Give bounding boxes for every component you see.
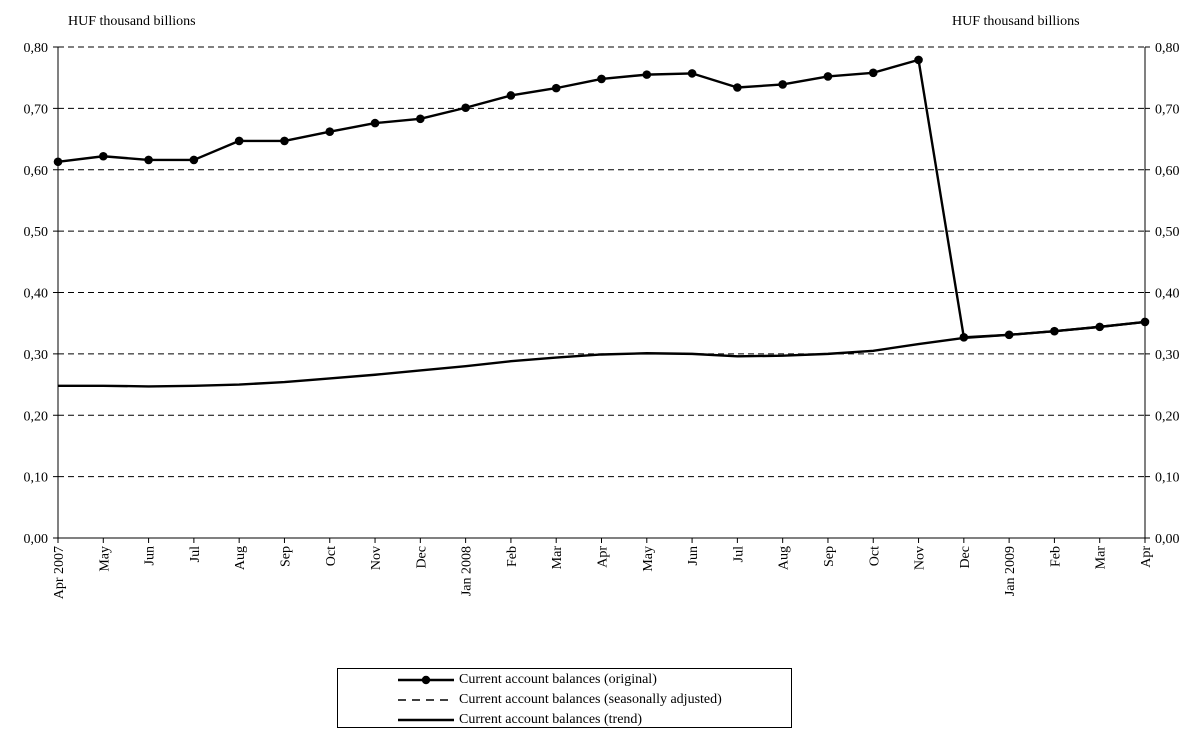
data-point (914, 55, 923, 65)
x-tick-label: Apr 2007 (52, 546, 67, 599)
left-tick-label: 0,60 (24, 164, 49, 179)
series-line (58, 320, 1146, 388)
legend-item-original: Current account balances (original) (338, 669, 791, 691)
x-tick-label: Sep (278, 546, 293, 567)
x-tick-label: May (641, 546, 656, 572)
x-tick-label: Jul (188, 546, 203, 562)
left-tick-label: 0,50 (24, 225, 49, 240)
data-point (325, 127, 335, 136)
series-trend (58, 320, 1146, 388)
data-point (416, 114, 425, 124)
right-tick-label: 0,00 (1155, 532, 1180, 547)
legend-label-trend: Current account balances (trend) (459, 712, 643, 727)
right-tick-label: 0,10 (1155, 471, 1180, 486)
x-tick-label: Jan 2008 (460, 546, 475, 596)
right-tick-label: 0,40 (1155, 287, 1180, 302)
left-tick-label: 0,00 (24, 532, 49, 547)
x-tick-label: Mar (1094, 546, 1109, 570)
data-point (280, 136, 289, 146)
left-axis-ticks: 0,00 0,10 0,20 0,30 0,40 0,50 0,60 0,70 0,80 (24, 41, 58, 547)
x-tick-label: Nov (913, 546, 928, 570)
left-tick-label: 0,70 (24, 102, 49, 117)
x-tick-label: Sep (822, 546, 837, 567)
x-tick-label: Aug (777, 546, 792, 570)
data-point (597, 74, 606, 84)
legend-swatch-trend (398, 718, 454, 722)
left-tick-label: 0,30 (24, 348, 49, 363)
x-tick-label: Dec (414, 546, 429, 569)
data-point (551, 83, 561, 93)
right-tick-label: 0,70 (1155, 102, 1180, 117)
right-tick-label: 0,60 (1155, 164, 1180, 179)
x-tick-label: Dec (958, 546, 973, 569)
left-tick-label: 0,40 (24, 287, 49, 302)
data-point (144, 155, 153, 165)
series-lines (53, 55, 1150, 388)
x-tick-label: Apr (1139, 546, 1154, 568)
left-tick-label: 0,20 (24, 409, 49, 424)
legend-label-original: Current account balances (original) (459, 672, 657, 687)
data-point (53, 157, 63, 167)
right-axis-ticks: 0,00 0,10 0,20 0,30 0,40 0,50 0,60 0,70 0,80 (1145, 41, 1180, 547)
legend-swatch-seasonally-adjusted (398, 699, 454, 701)
x-tick-label: Feb (1048, 546, 1063, 567)
right-tick-label: 0,50 (1155, 225, 1180, 240)
data-point (778, 80, 787, 89)
x-tick-label: May (97, 546, 112, 572)
left-axis-unit-label: HUF thousand billions (68, 14, 196, 29)
series-original (53, 55, 1150, 342)
right-tick-label: 0,20 (1155, 409, 1180, 424)
data-point (461, 103, 470, 113)
legend-swatch-original (398, 675, 454, 685)
right-tick-label: 0,80 (1155, 41, 1180, 56)
legend: Current account balances (original) Curr… (337, 668, 792, 728)
x-axis-ticks: Apr 2007 May Jun Jul Aug Sep Oct Nov Dec Jan 2008… (52, 538, 1154, 599)
left-tick-label: 0,10 (24, 471, 49, 486)
data-point (98, 151, 108, 161)
x-tick-label: Apr (596, 546, 611, 568)
data-point (506, 91, 516, 100)
x-tick-label: Oct (867, 546, 882, 566)
x-tick-label: Jun (143, 546, 158, 565)
x-tick-label: Feb (505, 546, 520, 567)
data-point (642, 70, 652, 79)
left-tick-label: 0,80 (24, 41, 49, 56)
data-point (189, 155, 199, 165)
series-line (57, 58, 1146, 339)
legend-label-seasonally-adjusted: Current account balances (seasonally adj… (459, 692, 722, 707)
data-point (234, 136, 244, 146)
right-axis-unit-label: HUF thousand billions (952, 14, 1080, 29)
data-point (370, 118, 380, 128)
legend-item-seasonally-adjusted: Current account balances (seasonally adj… (338, 689, 791, 711)
legend-item-trend: Current account balances (trend) (338, 709, 791, 731)
x-tick-label: Oct (324, 546, 339, 566)
data-point (687, 69, 697, 78)
data-point (823, 72, 833, 81)
gridlines (58, 46, 1145, 478)
x-tick-label: Jun (686, 546, 701, 565)
x-tick-label: Jul (731, 546, 746, 562)
x-tick-label: Aug (233, 546, 248, 570)
data-point (868, 68, 878, 78)
data-point (733, 83, 742, 92)
x-tick-label: Nov (369, 546, 384, 570)
x-tick-label: Jan 2009 (1003, 546, 1018, 596)
right-tick-label: 0,30 (1155, 348, 1180, 363)
x-tick-label: Mar (550, 546, 565, 570)
